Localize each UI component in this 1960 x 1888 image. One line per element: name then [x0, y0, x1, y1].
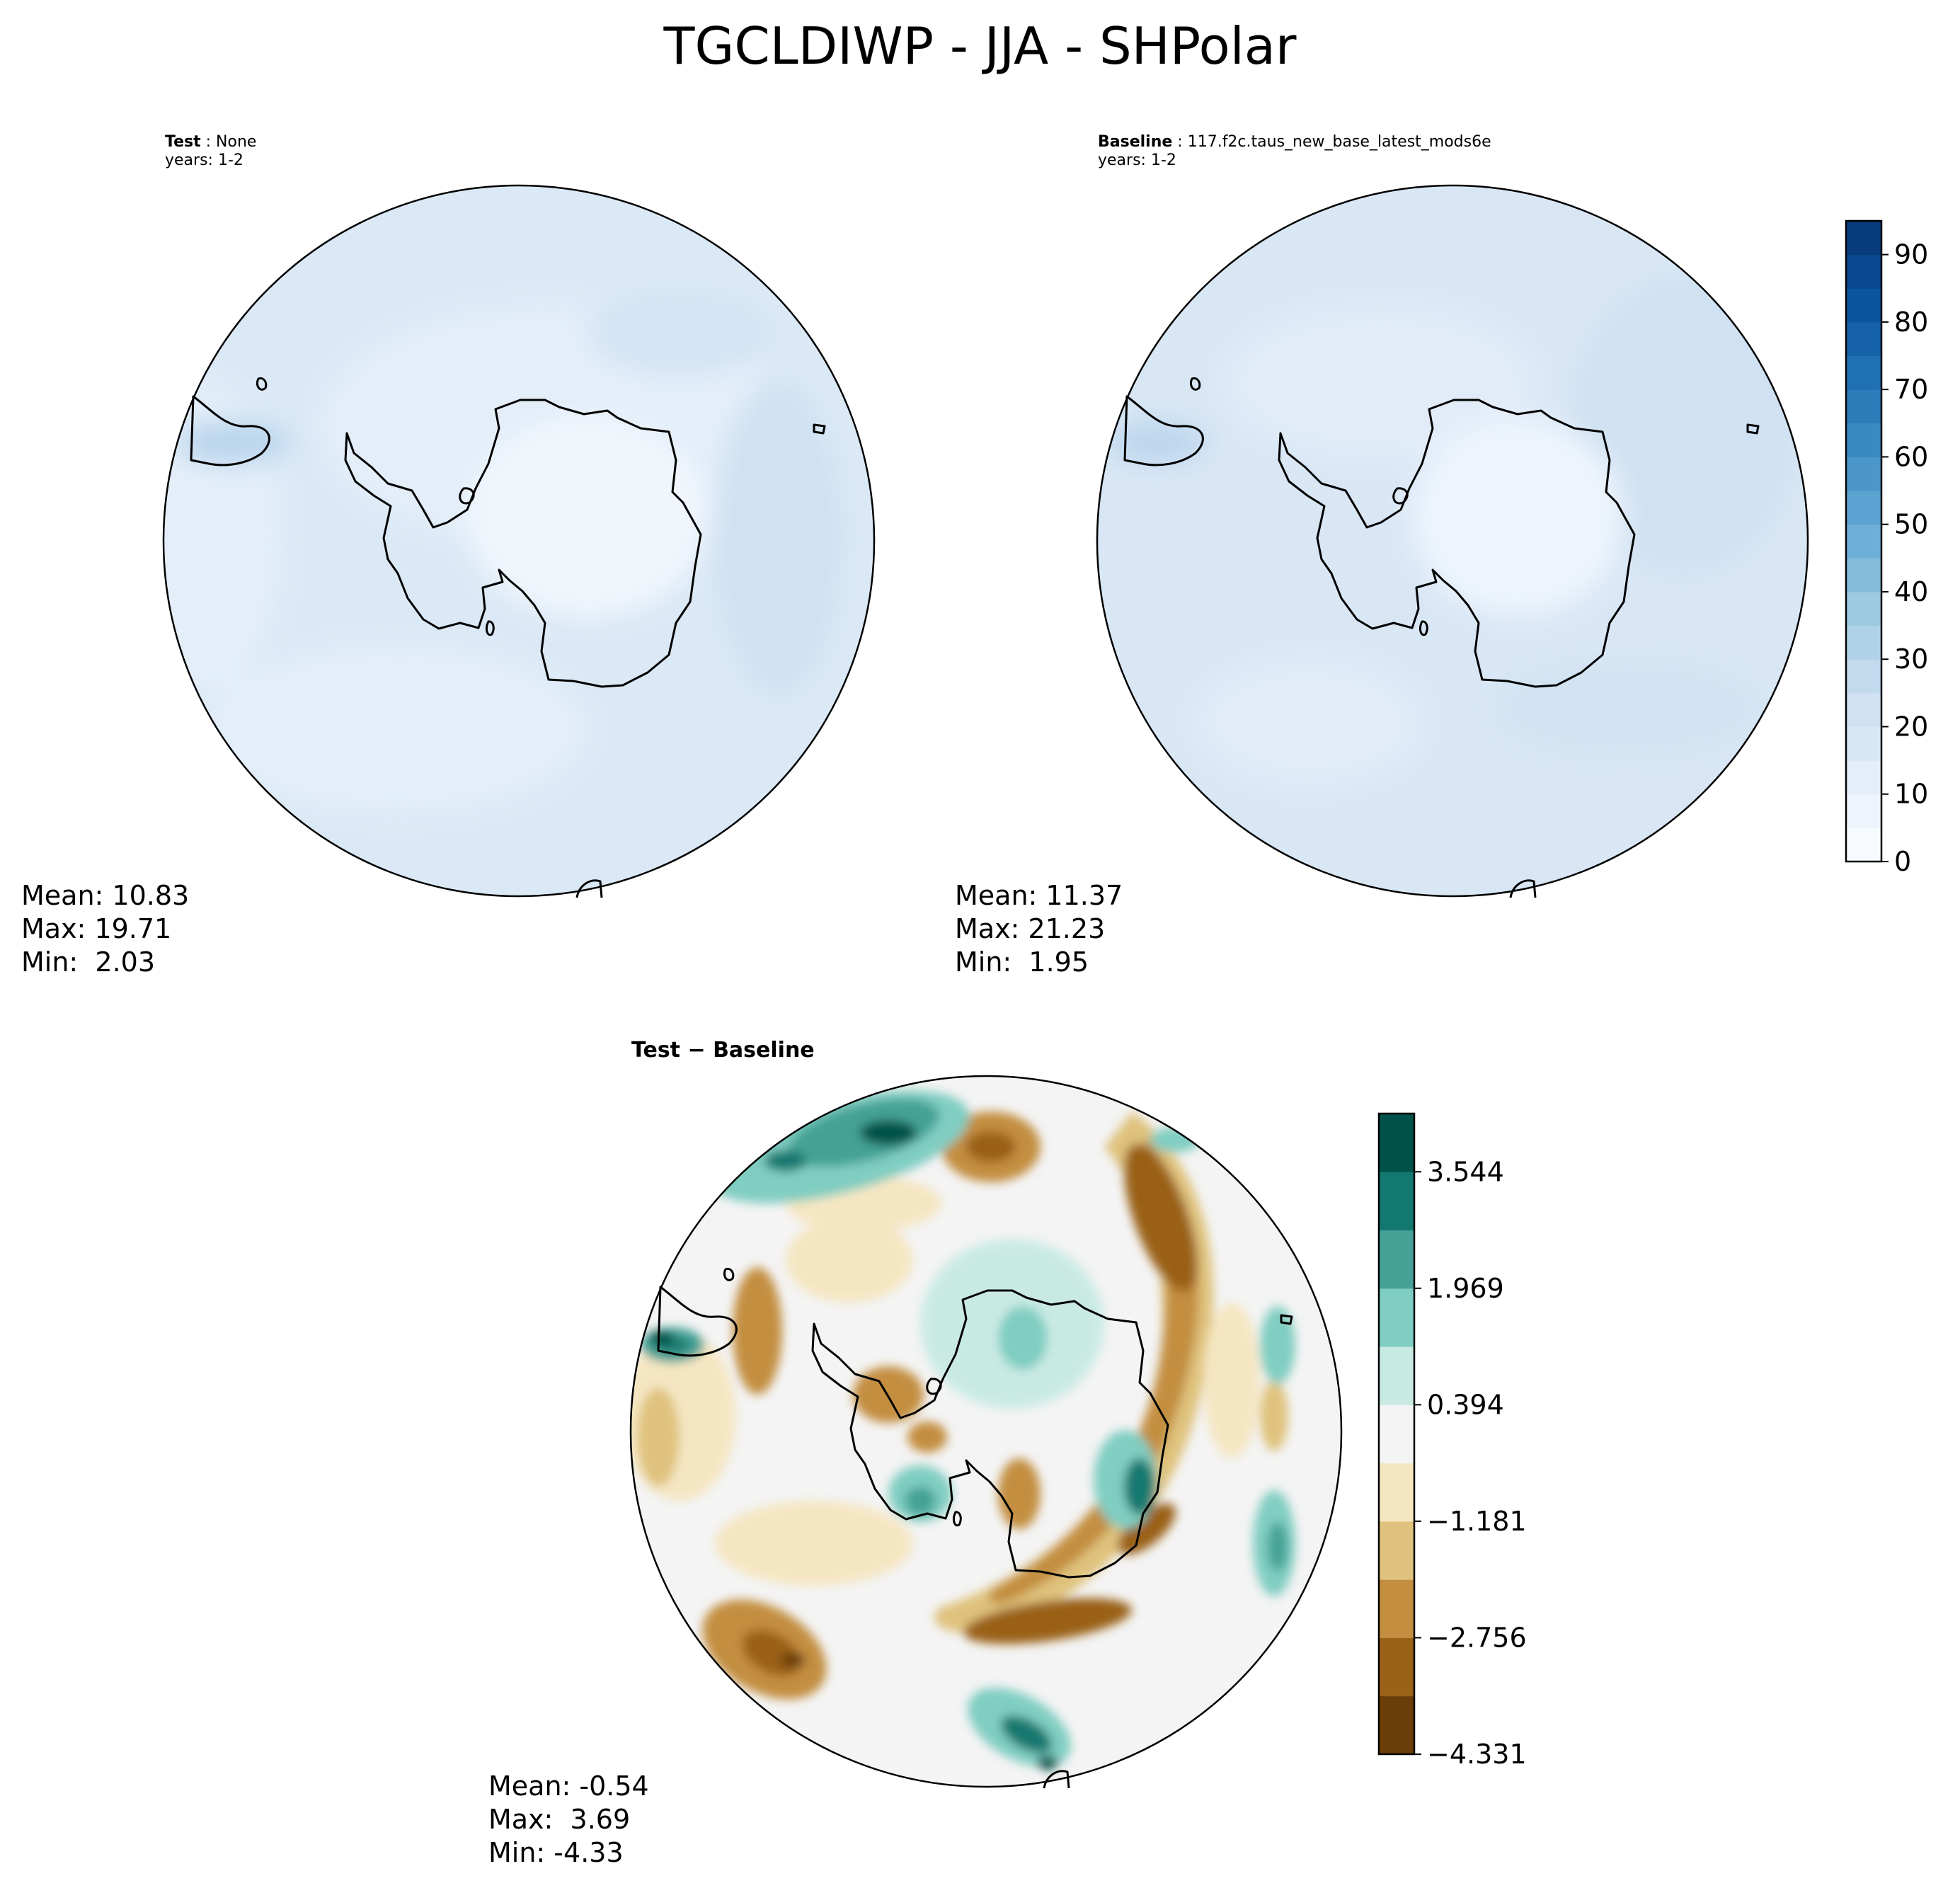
top-colorbar-tick-label: 80: [1894, 307, 1928, 338]
top-colorbar-segment: [1846, 692, 1881, 727]
figure-title: TGCLDIWP - JJA - SHPolar: [663, 16, 1297, 76]
diff-min: Min: -4.33: [488, 1837, 624, 1868]
top-colorbar-segment: [1846, 321, 1881, 357]
baseline-map-field: [1108, 276, 1798, 786]
top-colorbar-segment: [1846, 558, 1881, 593]
top-colorbar-tick-label: 50: [1894, 509, 1928, 540]
diff-colorbar-segment: [1379, 1230, 1414, 1289]
diff-colorbar-segment: [1379, 1114, 1414, 1172]
test-map: [162, 184, 876, 898]
top-colorbar-segment: [1846, 254, 1881, 289]
baseline-max: Max: 21.23: [955, 913, 1106, 944]
top-colorbar-tick-label: 30: [1894, 643, 1928, 675]
diff-panel-title: Test − Baseline: [631, 1038, 815, 1063]
diff-max: Max: 3.69: [488, 1804, 631, 1835]
diff-colorbar-segment: [1379, 1695, 1414, 1755]
top-colorbar-tick-label: 60: [1894, 441, 1928, 472]
test-coastlines: [190, 377, 826, 898]
top-colorbar-tick-label: 40: [1894, 576, 1928, 607]
top-colorbar-tick-label: 10: [1894, 779, 1928, 810]
baseline-case-name: 117.f2c.taus_new_base_latest_mods6e: [1187, 133, 1491, 151]
baseline-coastlines: [1123, 377, 1760, 898]
diff-colorbar-tick-label: 1.969: [1427, 1273, 1504, 1304]
baseline-min: Min: 1.95: [955, 946, 1089, 978]
diff-colorbar-segment: [1379, 1579, 1414, 1638]
top-colorbar-frame: [1845, 219, 1883, 863]
diff-colorbar-tick-label: 3.544: [1427, 1156, 1504, 1187]
baseline-panel-title: Baseline : 117.f2c.taus_new_base_latest_…: [1098, 133, 1491, 169]
test-max: Max: 19.71: [21, 913, 172, 944]
top-colorbar-segment: [1846, 221, 1881, 256]
baseline-years: years: 1-2: [1098, 151, 1176, 169]
top-colorbar-segment: [1846, 828, 1881, 862]
diff-colorbar-segment: [1379, 1288, 1414, 1347]
top-colorbar-segment: [1846, 794, 1881, 828]
diff-map-boundary: [629, 1075, 1343, 1788]
diff-title-baseline: Baseline: [713, 1038, 815, 1063]
baseline-map-boundary: [1096, 184, 1809, 898]
top-colorbar-segment: [1846, 423, 1881, 457]
diff-colorbar-segment: [1379, 1463, 1414, 1522]
test-case-label: Test: [165, 133, 201, 151]
baseline-case-label: Baseline: [1098, 133, 1173, 151]
test-mean: Mean: 10.83: [21, 880, 190, 911]
top-colorbar-segment: [1846, 491, 1881, 525]
test-map-boundary: [162, 184, 876, 898]
test-years: years: 1-2: [165, 151, 243, 169]
top-colorbar-segment: [1846, 591, 1881, 627]
diff-colorbar-segment: [1379, 1346, 1414, 1405]
colorbar-top: 0 10 20 30 40 50 60 70 80 90: [1845, 219, 1928, 877]
top-colorbar-segment: [1846, 355, 1881, 390]
top-colorbar-tick-label: 90: [1894, 239, 1928, 270]
top-colorbar-tick-label: 0: [1894, 846, 1911, 877]
top-colorbar-segment: [1846, 457, 1881, 491]
diff-title-test: Test: [631, 1038, 681, 1063]
top-colorbar-tick-label: 20: [1894, 711, 1928, 742]
test-stats: Mean: 10.83 Max: 19.71 Min: 2.03: [21, 879, 189, 979]
top-colorbar-segment: [1846, 389, 1881, 424]
baseline-stats: Mean: 11.37 Max: 21.23 Min: 1.95: [955, 879, 1123, 979]
top-colorbar-segment: [1846, 625, 1881, 660]
diff-stats: Mean: -0.54 Max: 3.69 Min: -4.33: [488, 1770, 649, 1870]
diff-colorbar-frame: [1377, 1112, 1416, 1756]
colorbar-diff: −4.331 −2.756 −1.181 0.394 1.969 3.544: [1377, 1112, 1527, 1770]
diff-map-field: [631, 1090, 1295, 1770]
test-panel-title: Test : None years: 1-2: [165, 133, 257, 169]
baseline-map: [1096, 184, 1809, 898]
diff-coastlines: [657, 1267, 1293, 1789]
top-colorbar-segment: [1846, 288, 1881, 323]
diff-colorbar-segment: [1379, 1172, 1414, 1231]
diff-colorbar-tick-label: −2.756: [1427, 1622, 1527, 1653]
test-map-field: [164, 290, 842, 814]
top-colorbar-segment: [1846, 524, 1881, 559]
diff-colorbar-tick-label: 0.394: [1427, 1389, 1504, 1420]
diff-colorbar-segment: [1379, 1404, 1414, 1464]
diff-map: [629, 1075, 1343, 1789]
test-min: Min: 2.03: [21, 946, 155, 978]
diff-mean: Mean: -0.54: [488, 1770, 649, 1802]
top-colorbar-segment: [1846, 760, 1881, 795]
diff-colorbar-segment: [1379, 1521, 1414, 1580]
diff-colorbar-tick-label: −4.331: [1427, 1739, 1527, 1770]
diff-colorbar-tick-label: −1.181: [1427, 1506, 1527, 1537]
baseline-mean: Mean: 11.37: [955, 880, 1123, 911]
diff-title-sep: −: [680, 1038, 713, 1063]
top-colorbar-segment: [1846, 659, 1881, 694]
diff-colorbar-segment: [1379, 1637, 1414, 1697]
top-colorbar-segment: [1846, 726, 1881, 761]
test-case-name: None: [216, 133, 257, 151]
top-colorbar-tick-label: 70: [1894, 374, 1928, 405]
